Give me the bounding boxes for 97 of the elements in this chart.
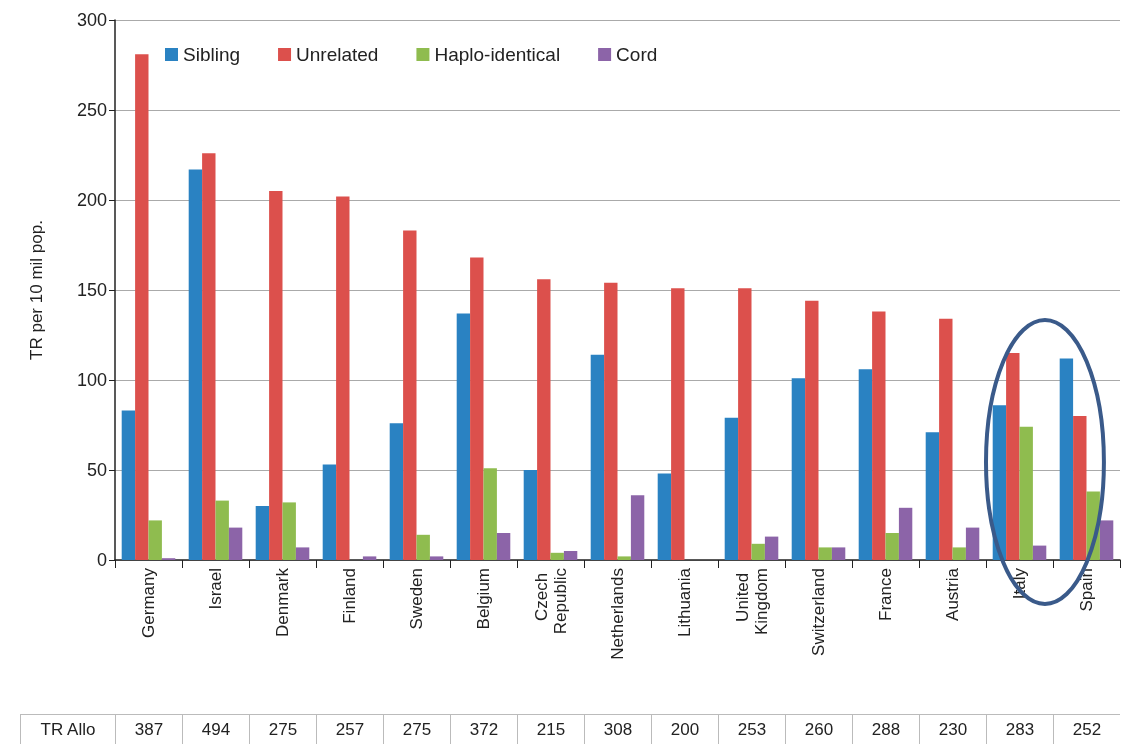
bar (1006, 353, 1020, 560)
bar (1099, 520, 1114, 560)
bar (1019, 426, 1033, 560)
bar (1032, 545, 1047, 560)
text: 253 (718, 714, 785, 744)
x-tick-label: Spain (1077, 568, 1096, 612)
bar (965, 527, 980, 560)
x-tick-label: Austria (943, 567, 962, 621)
bar (671, 288, 685, 560)
bar (456, 313, 471, 560)
x-tick-label: Belgium (474, 568, 493, 630)
bar (805, 300, 819, 560)
text: 494 (182, 714, 249, 744)
bar (121, 410, 136, 560)
bar (738, 288, 752, 560)
x-tick-label: Sweden (407, 568, 426, 630)
bar (228, 527, 243, 560)
bar (322, 464, 337, 560)
legend-label: Sibling (183, 44, 241, 65)
y-tick-label: 300 (76, 10, 107, 30)
x-tick-label: Netherlands (608, 568, 627, 660)
text: 275 (383, 714, 450, 744)
bar (215, 500, 229, 560)
bar (336, 196, 350, 560)
y-tick-label: 100 (76, 370, 107, 390)
bar (269, 191, 283, 560)
bar (657, 473, 672, 560)
x-tick-label: United Kingdom (732, 568, 771, 636)
text: 308 (584, 714, 651, 744)
x-tick-label: Germany (139, 567, 158, 638)
bar (590, 354, 605, 560)
bar (952, 547, 966, 560)
bar (470, 257, 484, 560)
bar (751, 543, 765, 560)
bar (563, 551, 578, 560)
bar (523, 470, 538, 560)
bar (550, 552, 564, 560)
x-tick-label: Switzerland (809, 568, 828, 656)
text: TR Allo (20, 714, 115, 744)
bar (818, 547, 832, 560)
bar (617, 556, 631, 560)
text: 215 (517, 714, 584, 744)
text: 260 (785, 714, 852, 744)
bar (925, 432, 940, 560)
text: 372 (450, 714, 517, 744)
bar (202, 153, 216, 560)
text: 257 (316, 714, 383, 744)
bar (148, 520, 162, 560)
text: 252 (1053, 714, 1120, 744)
x-tick-label: Lithuania (675, 567, 694, 638)
bar (939, 318, 953, 560)
legend-label: Haplo-identical (434, 44, 561, 65)
bar (858, 369, 873, 560)
legend-label: Unrelated (296, 44, 379, 65)
bar (898, 507, 913, 560)
bar (630, 495, 645, 560)
bar (791, 378, 806, 560)
bar (724, 417, 739, 560)
bar (416, 534, 430, 560)
y-tick-label: 0 (96, 550, 107, 570)
bar (188, 169, 203, 560)
y-tick-label: 50 (86, 460, 107, 480)
bar (831, 547, 846, 560)
x-tick-label: Czech Republic (531, 567, 570, 635)
bar (1059, 358, 1074, 560)
bar (1073, 416, 1087, 560)
x-tick-label: Denmark (273, 567, 292, 637)
bar (764, 536, 779, 560)
x-tick-label: Finland (340, 568, 359, 624)
legend-label: Cord (616, 44, 658, 65)
y-axis-title: TR per 10 mil pop. (27, 220, 46, 360)
bar (403, 230, 417, 560)
bar (295, 547, 310, 560)
y-tick-label: 250 (76, 100, 107, 120)
bar (389, 423, 404, 560)
text: 387 (115, 714, 182, 744)
bar (362, 556, 377, 560)
text: 230 (919, 714, 986, 744)
text: 288 (852, 714, 919, 744)
bar (496, 533, 511, 560)
text: 200 (651, 714, 718, 744)
bar (537, 279, 551, 560)
bar (255, 506, 270, 560)
bar (885, 533, 899, 560)
bar (483, 468, 497, 560)
bar (429, 556, 444, 560)
bar (604, 282, 618, 560)
bar (135, 54, 149, 560)
text: 283 (986, 714, 1053, 744)
bar (992, 405, 1007, 560)
x-tick-label: France (876, 568, 895, 621)
bar (872, 311, 886, 560)
y-tick-label: 150 (76, 280, 107, 300)
x-tick-label: Israel (206, 568, 225, 610)
text: 275 (249, 714, 316, 744)
y-tick-label: 200 (76, 190, 107, 210)
bar (282, 502, 296, 560)
